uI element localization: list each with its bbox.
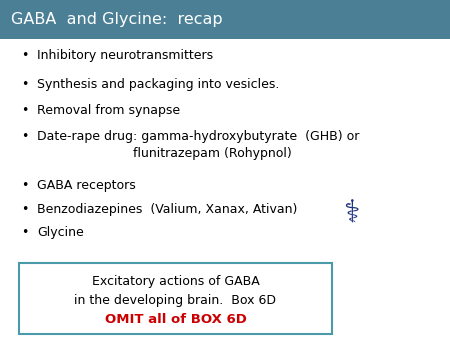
Text: Glycine: Glycine bbox=[37, 226, 84, 239]
Text: Date-rape drug: gamma-hydroxybutyrate  (GHB) or
                        flunitra: Date-rape drug: gamma-hydroxybutyrate (G… bbox=[37, 130, 359, 160]
Text: •: • bbox=[22, 226, 29, 239]
Text: Inhibitory neurotransmitters: Inhibitory neurotransmitters bbox=[37, 49, 213, 62]
FancyBboxPatch shape bbox=[0, 0, 450, 39]
Text: •: • bbox=[22, 78, 29, 91]
Text: Removal from synapse: Removal from synapse bbox=[37, 104, 180, 117]
Text: •: • bbox=[22, 104, 29, 117]
Text: ⚕: ⚕ bbox=[343, 199, 359, 228]
Text: Synthesis and packaging into vesicles.: Synthesis and packaging into vesicles. bbox=[37, 78, 279, 91]
Text: •: • bbox=[22, 179, 29, 192]
Text: GABA receptors: GABA receptors bbox=[37, 179, 135, 192]
Text: GABA  and Glycine:  recap: GABA and Glycine: recap bbox=[11, 12, 223, 27]
Text: •: • bbox=[22, 130, 29, 143]
Text: Excitatory actions of GABA: Excitatory actions of GABA bbox=[92, 275, 259, 288]
Text: OMIT all of BOX 6D: OMIT all of BOX 6D bbox=[104, 313, 247, 326]
Text: in the developing brain.  Box 6D: in the developing brain. Box 6D bbox=[75, 294, 276, 307]
Text: Benzodiazepines  (Valium, Xanax, Ativan): Benzodiazepines (Valium, Xanax, Ativan) bbox=[37, 203, 297, 216]
FancyBboxPatch shape bbox=[19, 263, 332, 334]
Text: •: • bbox=[22, 49, 29, 62]
Text: •: • bbox=[22, 203, 29, 216]
